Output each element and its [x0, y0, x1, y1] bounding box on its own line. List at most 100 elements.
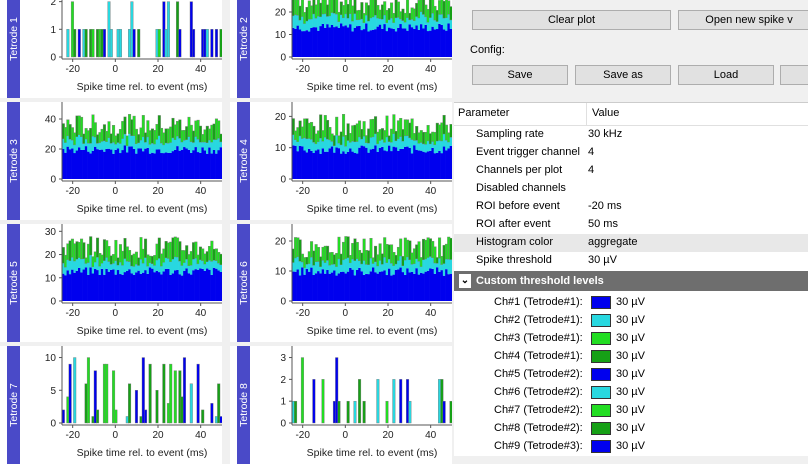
- histogram-bar: [190, 141, 193, 153]
- histogram-bar: [397, 17, 400, 28]
- histogram-bar: [433, 144, 437, 154]
- param-value[interactable]: 4: [588, 146, 595, 158]
- histogram-bar: [151, 268, 154, 301]
- histogram-bar: [137, 29, 141, 58]
- param-row[interactable]: ROI before event -20 ms: [454, 198, 808, 216]
- histogram-bar: [335, 135, 339, 148]
- load-button[interactable]: Load: [678, 65, 774, 85]
- channel-value[interactable]: 30 µV: [616, 440, 645, 452]
- channel-threshold-row[interactable]: Ch#5 (Tetrode#2): 30 µV: [454, 365, 808, 383]
- histogram-bar: [66, 29, 70, 58]
- histogram-bar: [422, 151, 425, 179]
- channel-threshold-row[interactable]: Ch#7 (Tetrode#2): 30 µV: [454, 401, 808, 419]
- histogram-bar: [445, 259, 448, 270]
- color-swatch[interactable]: [591, 350, 611, 363]
- histogram-bar: [312, 153, 316, 179]
- color-swatch[interactable]: [591, 296, 611, 309]
- histogram-bar: [317, 261, 320, 272]
- color-swatch[interactable]: [591, 404, 611, 417]
- column-header-parameter[interactable]: Parameter: [458, 107, 510, 119]
- histogram-bar: [410, 139, 414, 154]
- color-swatch[interactable]: [591, 422, 611, 435]
- save-as-button[interactable]: Save as: [575, 65, 671, 85]
- histogram-plot: 0 10 20 -20 0 20 40 Spike time rel. to event (m…: [275, 224, 452, 337]
- channel-threshold-row[interactable]: Ch#1 (Tetrode#1): 30 µV: [454, 293, 808, 311]
- param-row-selected[interactable]: Histogram color aggregate: [454, 234, 808, 252]
- histogram-bar: [100, 149, 104, 179]
- color-swatch[interactable]: [591, 332, 611, 345]
- color-swatch[interactable]: [591, 368, 611, 381]
- param-row[interactable]: Channels per plot 4: [454, 162, 808, 180]
- param-value[interactable]: -20 ms: [588, 200, 622, 212]
- histogram-color-select[interactable]: aggregate: [588, 236, 638, 248]
- channel-value[interactable]: 30 µV: [616, 422, 645, 434]
- histogram-bar: [429, 143, 432, 151]
- histogram-bar: [358, 260, 361, 268]
- histogram-bar: [296, 269, 300, 301]
- histogram-bar: [296, 15, 300, 26]
- histogram-bar: [176, 146, 179, 179]
- plot-label: Tetrode 1: [7, 0, 20, 98]
- column-divider[interactable]: [586, 103, 587, 125]
- histogram-bar: [301, 138, 304, 147]
- param-row[interactable]: Spike threshold 30 µV: [454, 252, 808, 270]
- histogram-bar: [346, 400, 350, 424]
- histogram-bar: [433, 153, 437, 179]
- channel-value[interactable]: 30 µV: [616, 368, 645, 380]
- histogram-bar: [312, 274, 316, 301]
- histogram-bar: [142, 263, 145, 273]
- custom-threshold-group[interactable]: ⌄ Custom threshold levels: [454, 271, 808, 291]
- histogram-bar: [164, 142, 168, 153]
- param-row[interactable]: Event trigger channel 4: [454, 144, 808, 162]
- param-value[interactable]: 30 µV: [588, 254, 617, 266]
- histogram-bar: [374, 29, 377, 57]
- channel-value[interactable]: 30 µV: [616, 332, 645, 344]
- histogram-bar: [344, 273, 348, 301]
- channel-threshold-row[interactable]: Ch#2 (Tetrode#1): 30 µV: [454, 311, 808, 329]
- channel-threshold-row[interactable]: Ch#3 (Tetrode#1): 30 µV: [454, 329, 808, 347]
- extra-button[interactable]: [780, 65, 808, 85]
- histogram-bar: [390, 2, 394, 19]
- histogram-bar: [100, 263, 104, 269]
- color-swatch[interactable]: [591, 440, 611, 453]
- param-row[interactable]: ROI after event 50 ms: [454, 216, 808, 234]
- y-tick-label: 0: [280, 53, 286, 64]
- histogram-bar: [298, 239, 302, 262]
- save-button[interactable]: Save: [472, 65, 568, 85]
- histogram-bar: [413, 263, 416, 274]
- channel-value[interactable]: 30 µV: [616, 386, 645, 398]
- color-swatch[interactable]: [591, 386, 611, 399]
- histogram-bar: [335, 0, 339, 15]
- y-tick-label: 3: [280, 353, 286, 364]
- column-header-value[interactable]: Value: [592, 107, 620, 119]
- channel-threshold-row[interactable]: Ch#6 (Tetrode#2): 30 µV: [454, 383, 808, 401]
- histogram-bar: [137, 265, 141, 271]
- channel-value[interactable]: 30 µV: [616, 296, 645, 308]
- histogram-bar: [346, 18, 350, 28]
- color-swatch[interactable]: [591, 314, 611, 327]
- clear-plot-button[interactable]: Clear plot: [472, 10, 671, 30]
- channel-threshold-row[interactable]: Ch#8 (Tetrode#2): 30 µV: [454, 419, 808, 437]
- histogram-bar: [183, 140, 186, 148]
- channel-value[interactable]: 30 µV: [616, 350, 645, 362]
- histogram-bar: [301, 16, 304, 32]
- channel-value[interactable]: 30 µV: [616, 314, 645, 326]
- histogram-bar: [314, 150, 318, 179]
- channel-value[interactable]: 30 µV: [616, 404, 645, 416]
- histogram-bar: [436, 267, 439, 301]
- histogram-bar: [183, 262, 186, 271]
- param-value[interactable]: 30 kHz: [588, 128, 623, 140]
- param-row[interactable]: Sampling rate 30 kHz: [454, 126, 808, 144]
- histogram-bar: [447, 148, 451, 179]
- channel-threshold-row[interactable]: Ch#4 (Tetrode#1): 30 µV: [454, 347, 808, 365]
- open-new-plot-button[interactable]: Open new spike v: [678, 10, 808, 30]
- param-row[interactable]: Disabled channels: [454, 180, 808, 198]
- channel-threshold-row[interactable]: Ch#9 (Tetrode#3): 30 µV: [454, 437, 808, 455]
- chevron-down-icon[interactable]: ⌄: [459, 274, 471, 288]
- param-value[interactable]: 50 ms: [588, 218, 618, 230]
- histogram-bar: [71, 257, 74, 270]
- param-value[interactable]: 4: [588, 164, 595, 176]
- histogram-bar: [346, 123, 350, 141]
- histogram-bar: [217, 263, 221, 271]
- histogram-bar: [180, 275, 184, 301]
